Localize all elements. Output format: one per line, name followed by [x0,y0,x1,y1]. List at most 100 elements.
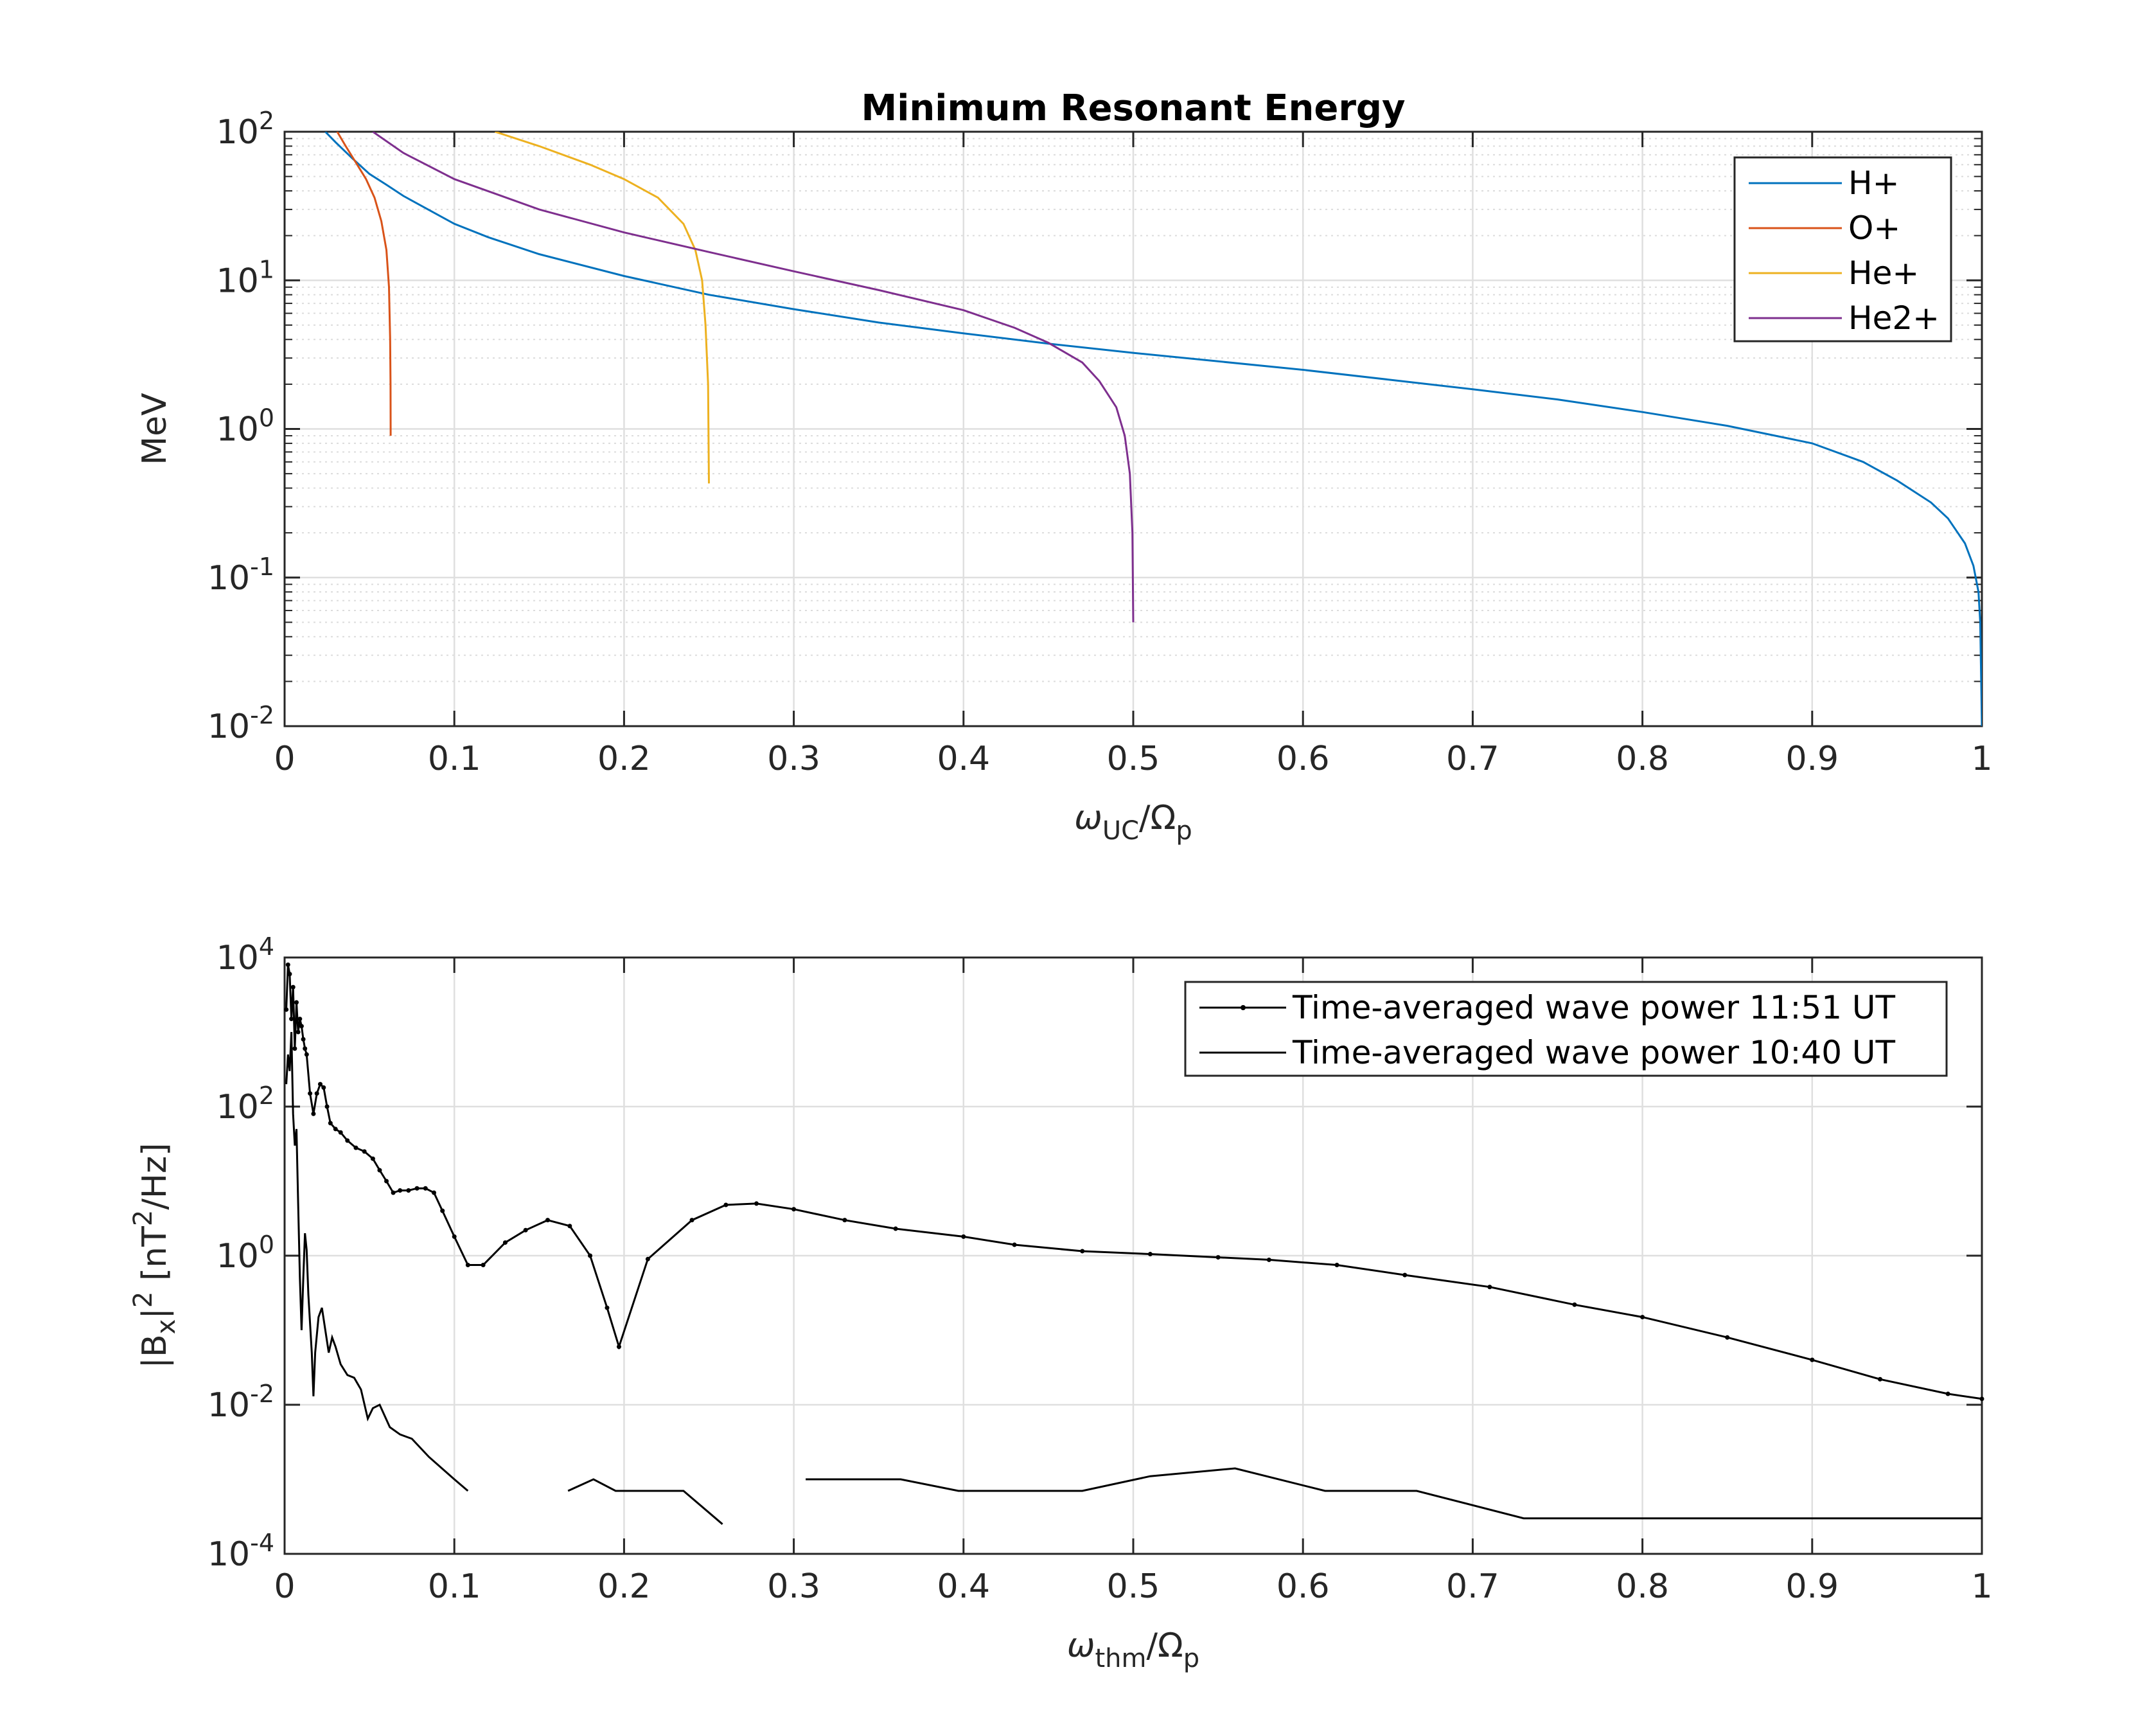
x-tick-label: 0.6 [1277,740,1330,778]
x-tick-label: 0.9 [1785,740,1839,778]
legend-label: H+ [1848,165,1900,202]
x-tick-label: 1 [1971,740,1992,778]
legend-marker [1241,1005,1246,1010]
data-point [791,1207,797,1212]
data-point [754,1201,759,1206]
chart-2: 0 0.1 0.2 0.3 0.4 0.5 0.6 0.7 0.8 0.9 1 10-4 10-2 100… [128,932,1993,1673]
legend-label: Time-averaged wave power 10:40 UT [1292,1034,1896,1071]
y-tick-label: 102 [216,1082,274,1127]
data-point [362,1149,367,1154]
data-point [1572,1302,1577,1307]
x-tick-label: 0.2 [597,1567,651,1606]
data-point [1877,1376,1882,1382]
data-point [391,1190,396,1195]
y-tick-label: 100 [216,404,274,449]
data-point [1640,1315,1645,1320]
x-tick-label: 0.2 [597,740,651,778]
data-point [1266,1257,1271,1262]
data-point [423,1186,428,1191]
data-point [605,1305,610,1310]
legend-box [1733,156,1952,343]
data-point [645,1256,650,1261]
y-tick-label: 101 [216,255,274,300]
data-point [324,1104,330,1109]
data-point [893,1226,898,1231]
legend-label: Time-averaged wave power 11:51 UT [1292,989,1896,1026]
data-point [440,1208,445,1213]
y-tick-label: 104 [216,932,274,977]
data-point [333,1127,338,1132]
data-point [317,1082,323,1087]
x-tick-label: 0.1 [428,740,481,778]
y-tick-label: 10-2 [208,701,274,746]
series-line-he- [495,132,710,484]
data-point [353,1145,358,1150]
data-point [301,1037,306,1042]
y-tick-label: 10-2 [208,1380,274,1425]
data-point [1215,1255,1221,1260]
y-tick-label: 10-4 [208,1529,274,1574]
data-point [1979,1396,1984,1402]
data-point [1402,1272,1408,1278]
x-tick-label: 0.5 [1107,740,1160,778]
x-tick-label: 0.6 [1277,1567,1330,1606]
y-tick-label: 100 [216,1231,274,1276]
data-point [961,1234,966,1239]
data-point [406,1188,411,1193]
data-point [289,1017,294,1022]
data-point [545,1218,551,1223]
x-tick-label: 0.3 [767,1567,820,1606]
data-point [1080,1249,1085,1254]
data-point [290,984,296,990]
data-point [523,1227,528,1233]
data-point [338,1130,343,1135]
data-point [297,1017,303,1022]
data-point [431,1190,436,1195]
data-point [292,1046,297,1051]
data-point [842,1218,847,1223]
series-line-he2- [372,132,1135,623]
chart-title: Minimum Resonant Energy [861,87,1405,129]
x-tick-label: 0.4 [937,740,990,778]
x-axis-label: ωthm/Ωp [1067,1626,1199,1673]
data-point [284,1007,289,1012]
legend-label: He+ [1848,254,1919,292]
series-line-time-averaged-wave-power-10-40-ut [567,1478,723,1525]
data-point [311,1111,316,1116]
data-point [345,1138,350,1143]
x-tick-label: 0.8 [1616,1567,1669,1606]
data-point [304,1052,309,1057]
data-point [294,1000,299,1005]
data-point [616,1344,621,1349]
series-line-h- [324,132,1982,726]
data-point [308,1091,313,1096]
data-point [321,1085,326,1090]
data-point [299,1024,304,1029]
data-point [398,1188,403,1193]
x-tick-label: 0 [274,740,295,778]
data-point [1810,1357,1815,1362]
x-tick-label: 0.8 [1616,740,1669,778]
data-point [1147,1252,1153,1257]
legend-label: O+ [1848,209,1900,247]
data-point [303,1046,308,1051]
data-point [723,1202,729,1207]
data-point [1725,1335,1730,1340]
data-point [384,1179,389,1184]
x-tick-label: 0 [274,1567,295,1606]
data-point [567,1224,572,1229]
x-tick-label: 0.4 [937,1567,990,1606]
data-point [481,1262,486,1267]
legend-box [1184,981,1948,1077]
legend: Time-averaged wave power 11:51 UT Time-av… [1184,981,1948,1077]
data-point [314,1091,319,1096]
x-tick-label: 0.1 [428,1567,481,1606]
y-tick-label: 10-1 [208,553,274,598]
x-tick-label: 1 [1971,1567,1992,1606]
x-tick-label: 0.9 [1785,1567,1839,1606]
x-tick-label: 0.3 [767,740,820,778]
y-tick-label: 102 [216,107,274,152]
data-point [370,1156,375,1161]
data-point [465,1262,470,1267]
